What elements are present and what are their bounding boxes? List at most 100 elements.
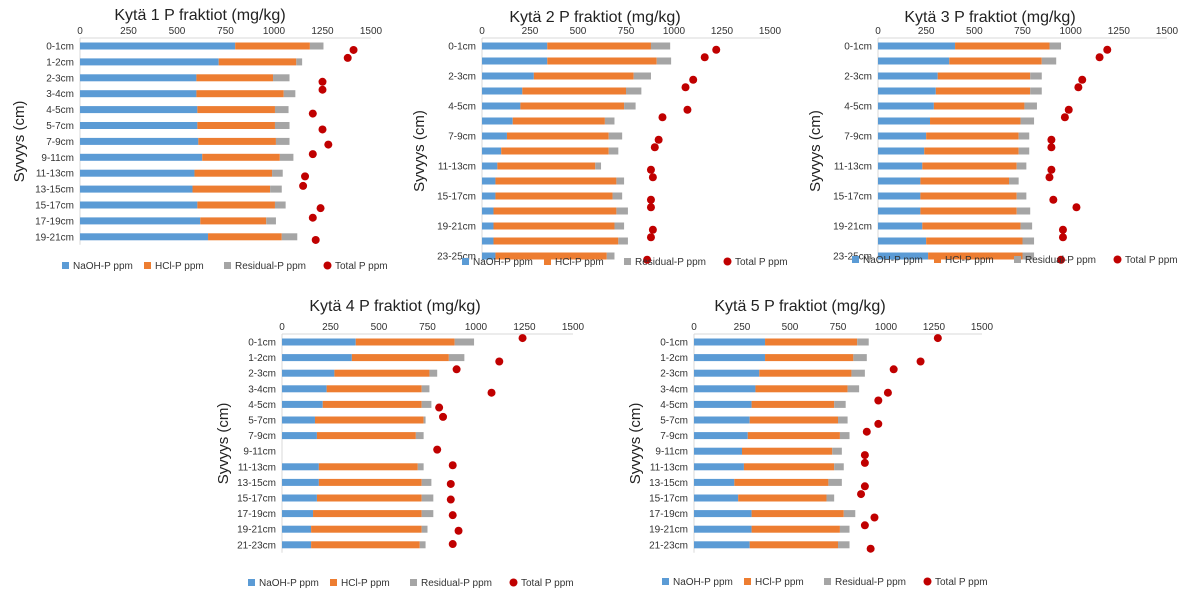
legend-swatch bbox=[144, 262, 151, 269]
naoh-p-bar bbox=[694, 447, 742, 455]
hcl-p-bar bbox=[326, 385, 422, 393]
hcl-p-bar bbox=[497, 162, 596, 170]
chart-title: Kytä 3 P fraktiot (mg/kg) bbox=[904, 9, 1075, 26]
hcl-p-bar bbox=[547, 42, 651, 50]
residual-p-bar bbox=[839, 432, 850, 440]
hcl-p-bar bbox=[922, 162, 1017, 170]
residual-p-bar bbox=[454, 338, 475, 346]
hcl-p-bar bbox=[194, 169, 273, 177]
total-p-point bbox=[866, 544, 875, 553]
residual-p-bar bbox=[616, 207, 628, 215]
total-p-point bbox=[860, 482, 869, 491]
y-tick-label: 11-13cm bbox=[650, 462, 688, 473]
residual-p-bar bbox=[1030, 72, 1042, 80]
residual-p-bar bbox=[309, 42, 324, 50]
x-tick-label: 750 bbox=[217, 26, 234, 37]
residual-p-bar bbox=[421, 400, 432, 408]
y-tick-label: 11-13cm bbox=[238, 462, 276, 473]
residual-p-bar bbox=[266, 217, 276, 225]
total-p-point bbox=[646, 165, 655, 174]
hcl-p-bar bbox=[318, 463, 418, 471]
total-p-point bbox=[318, 85, 327, 94]
naoh-p-bar bbox=[80, 169, 195, 177]
naoh-p-bar bbox=[282, 416, 315, 424]
total-p-point bbox=[1078, 75, 1087, 84]
naoh-p-bar bbox=[80, 137, 199, 145]
x-tick-label: 1000 bbox=[875, 322, 898, 333]
residual-p-bar bbox=[853, 354, 867, 362]
hcl-p-bar bbox=[743, 463, 835, 471]
legend-label: Residual-P ppm bbox=[235, 261, 306, 272]
total-p-point bbox=[1047, 143, 1056, 152]
naoh-p-bar bbox=[482, 177, 496, 185]
residual-p-bar bbox=[421, 525, 428, 533]
legend-label: Total P ppm bbox=[1125, 255, 1178, 266]
residual-p-bar bbox=[612, 192, 623, 200]
naoh-p-bar bbox=[282, 494, 317, 502]
naoh-p-bar bbox=[282, 385, 327, 393]
residual-p-bar bbox=[656, 57, 672, 65]
hcl-p-bar bbox=[765, 338, 858, 346]
residual-p-bar bbox=[274, 106, 289, 114]
x-tick-label: 1250 bbox=[513, 322, 536, 333]
hcl-p-bar bbox=[522, 87, 626, 95]
y-tick-label: 17-19cm bbox=[649, 509, 688, 520]
x-tick-label: 1000 bbox=[1060, 26, 1083, 37]
y-axis-label: Syvyys (cm) bbox=[807, 110, 824, 192]
total-p-point bbox=[646, 195, 655, 204]
y-axis-label: Syvyys (cm) bbox=[411, 110, 428, 192]
naoh-p-bar bbox=[282, 432, 317, 440]
total-p-point bbox=[1047, 165, 1056, 174]
naoh-p-bar bbox=[80, 122, 198, 129]
total-p-point bbox=[324, 140, 333, 149]
residual-p-bar bbox=[275, 137, 290, 145]
naoh-p-bar bbox=[878, 117, 931, 125]
naoh-p-bar bbox=[80, 201, 198, 209]
y-tick-label: 4-5cm bbox=[46, 105, 74, 116]
hcl-p-bar bbox=[930, 117, 1021, 125]
total-p-point bbox=[860, 451, 869, 460]
naoh-p-bar bbox=[482, 252, 496, 260]
total-p-point bbox=[1103, 45, 1112, 54]
total-p-point bbox=[712, 45, 721, 54]
residual-p-bar bbox=[1020, 222, 1033, 230]
y-tick-label: 4-5cm bbox=[448, 102, 476, 113]
legend-label: Total P ppm bbox=[735, 257, 788, 268]
hcl-p-bar bbox=[197, 201, 275, 209]
x-tick-label: 500 bbox=[371, 322, 388, 333]
hcl-p-bar bbox=[742, 447, 833, 455]
naoh-p-bar bbox=[694, 478, 735, 486]
total-p-point bbox=[349, 45, 358, 54]
y-tick-label: 19-21cm bbox=[237, 525, 276, 536]
hcl-p-bar bbox=[334, 369, 430, 377]
y-tick-label: 21-23cm bbox=[649, 540, 688, 551]
y-tick-label: 11-13cm bbox=[36, 169, 74, 180]
total-p-point bbox=[648, 173, 657, 182]
hcl-p-bar bbox=[314, 416, 424, 424]
legend-swatch bbox=[509, 578, 518, 587]
total-p-point bbox=[1058, 233, 1067, 242]
naoh-p-bar bbox=[878, 132, 927, 140]
residual-p-bar bbox=[614, 222, 625, 230]
total-p-point bbox=[650, 143, 659, 152]
chart-panel-3: Kytä 3 P fraktiot (mg/kg) 0 250 500 750 1000 1… bbox=[807, 9, 1179, 266]
total-p-point bbox=[646, 203, 655, 212]
naoh-p-bar bbox=[694, 400, 752, 408]
naoh-p-bar bbox=[482, 147, 502, 155]
y-tick-label: 15-17cm bbox=[833, 192, 872, 203]
total-p-point bbox=[643, 255, 652, 264]
legend-swatch bbox=[723, 257, 732, 266]
naoh-p-bar bbox=[878, 87, 936, 95]
naoh-p-bar bbox=[282, 463, 319, 471]
naoh-p-bar bbox=[482, 222, 494, 230]
naoh-p-bar bbox=[694, 463, 744, 471]
total-p-point bbox=[646, 233, 655, 242]
total-p-point bbox=[1064, 105, 1073, 114]
x-tick-label: 250 bbox=[322, 322, 339, 333]
y-tick-label: 9-11cm bbox=[243, 447, 276, 458]
total-p-point bbox=[683, 105, 692, 114]
total-p-point bbox=[487, 388, 496, 397]
hcl-p-bar bbox=[316, 494, 422, 502]
y-tick-label: 1-2cm bbox=[46, 57, 74, 68]
y-tick-label: 4-5cm bbox=[248, 400, 276, 411]
